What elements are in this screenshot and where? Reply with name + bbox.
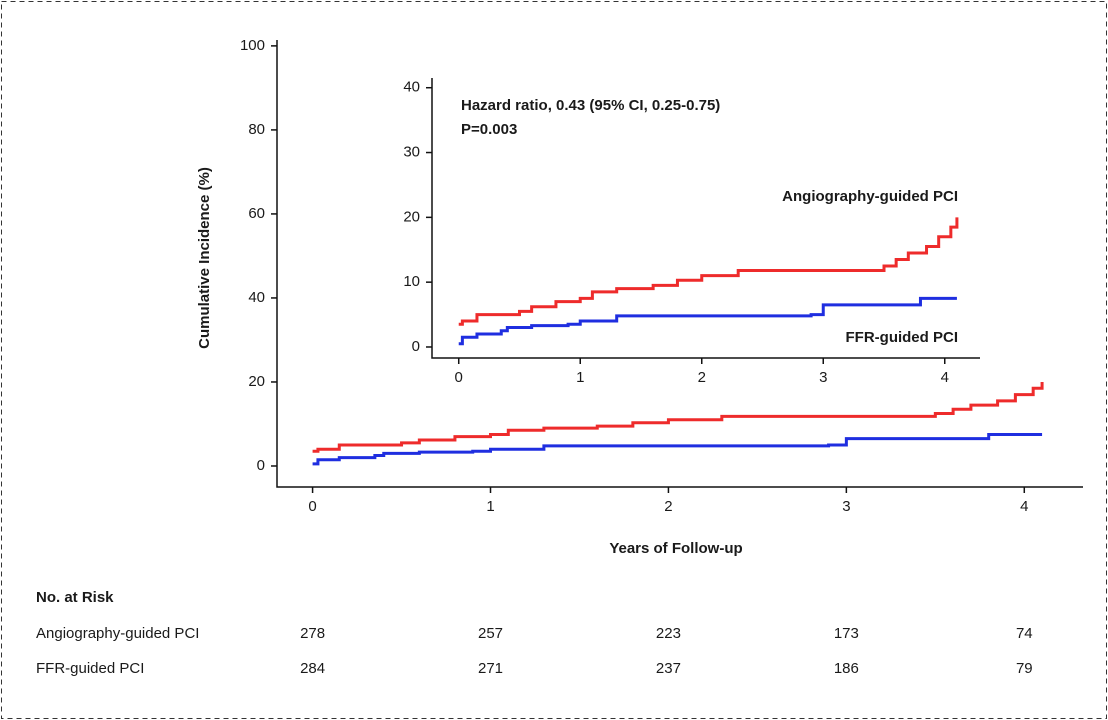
y-tick-label: 40 <box>403 79 420 96</box>
series-line <box>458 296 957 346</box>
y-tick-label: 40 <box>248 289 265 306</box>
risk-count: 173 <box>834 625 859 642</box>
x-tick-label: 0 <box>308 498 316 515</box>
series-label: Angiography-guided PCI <box>782 188 958 205</box>
series-label: FFR-guided PCI <box>846 329 959 346</box>
risk-table-title: No. at Risk <box>36 589 114 606</box>
series-line <box>312 381 1044 453</box>
y-tick-label: 0 <box>412 338 420 355</box>
risk-count: 186 <box>834 660 859 677</box>
y-tick-label: 10 <box>403 273 420 290</box>
x-tick-label: 3 <box>819 369 827 386</box>
x-tick-label: 4 <box>1020 498 1028 515</box>
series-line <box>458 217 959 326</box>
risk-count: 74 <box>1016 625 1033 642</box>
y-tick-label: 60 <box>248 205 265 222</box>
x-tick-label: 4 <box>941 369 949 386</box>
risk-count: 271 <box>478 660 503 677</box>
annotation: Hazard ratio, 0.43 (95% CI, 0.25-0.75) <box>461 97 720 114</box>
y-tick-label: 20 <box>403 208 420 225</box>
risk-count: 79 <box>1016 660 1033 677</box>
annotation: P=0.003 <box>461 121 517 138</box>
x-tick-label: 2 <box>664 498 672 515</box>
x-tick-label: 0 <box>455 369 463 386</box>
risk-count: 237 <box>656 660 681 677</box>
risk-count: 223 <box>656 625 681 642</box>
y-tick-label: 100 <box>240 37 265 54</box>
x-tick-label: 1 <box>486 498 494 515</box>
axes <box>431 78 980 359</box>
y-tick-label: 30 <box>403 144 420 161</box>
x-tick-label: 2 <box>698 369 706 386</box>
y-tick-label: 20 <box>248 373 265 390</box>
axes <box>276 40 1083 488</box>
y-axis-label: Cumulative Incidence (%) <box>196 167 213 349</box>
x-axis-label: Years of Follow-up <box>609 540 742 557</box>
y-tick-label: 80 <box>248 121 265 138</box>
x-tick-label: 3 <box>842 498 850 515</box>
x-tick-label: 1 <box>576 369 584 386</box>
series-line <box>312 432 1043 466</box>
risk-row-label: FFR-guided PCI <box>36 660 144 677</box>
risk-count: 257 <box>478 625 503 642</box>
risk-row-label: Angiography-guided PCI <box>36 625 199 642</box>
y-tick-label: 0 <box>257 457 265 474</box>
risk-count: 284 <box>300 660 325 677</box>
risk-count: 278 <box>300 625 325 642</box>
